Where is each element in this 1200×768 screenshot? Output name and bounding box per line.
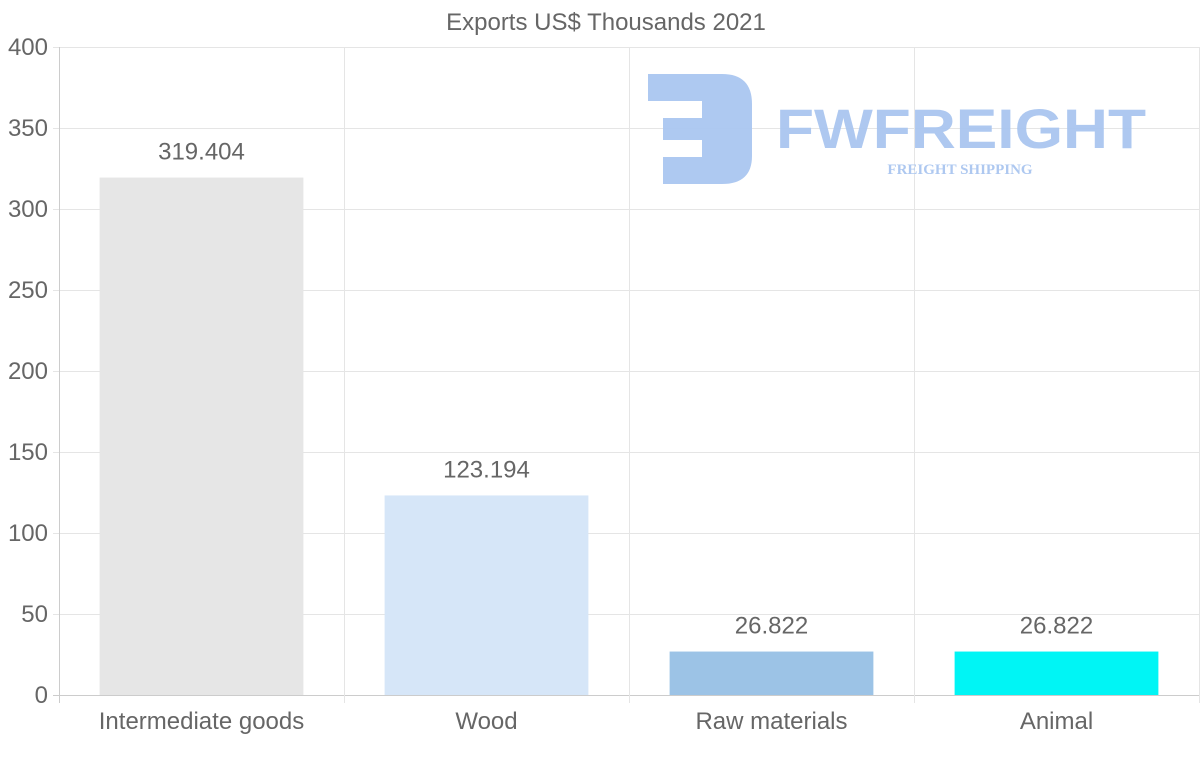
y-tick-label: 300	[8, 196, 48, 223]
y-tick-label: 250	[8, 277, 48, 304]
chart-title: Exports US$ Thousands 2021	[446, 9, 766, 36]
y-tick-label: 200	[8, 358, 48, 385]
fwfreight-watermark-logo: FWFREIGHT FREIGHT SHIPPING	[648, 74, 1146, 184]
data-label: 26.822	[735, 613, 808, 640]
y-tick-label: 100	[8, 520, 48, 547]
bar-intermediate-goods	[99, 177, 304, 695]
data-label: 319.404	[158, 139, 245, 166]
y-tick-label: 400	[8, 34, 48, 61]
x-tick-label: Wood	[455, 708, 517, 735]
watermark-tagline: FREIGHT SHIPPING	[887, 162, 1032, 178]
data-label: 26.822	[1020, 613, 1093, 640]
data-label: 123.194	[443, 456, 530, 483]
y-tick-label: 50	[21, 601, 48, 628]
y-tick-label: 0	[35, 682, 48, 709]
bar-wood	[384, 495, 589, 695]
x-tick-label: Intermediate goods	[99, 708, 304, 735]
y-tick-label: 350	[8, 115, 48, 142]
bar-raw-materials	[669, 651, 874, 695]
watermark-brand: FWFREIGHT	[776, 97, 1146, 160]
x-tick-label: Raw materials	[695, 708, 847, 735]
y-tick-label: 150	[8, 439, 48, 466]
bar-animal	[954, 651, 1159, 695]
x-tick-label: Animal	[1020, 708, 1093, 735]
